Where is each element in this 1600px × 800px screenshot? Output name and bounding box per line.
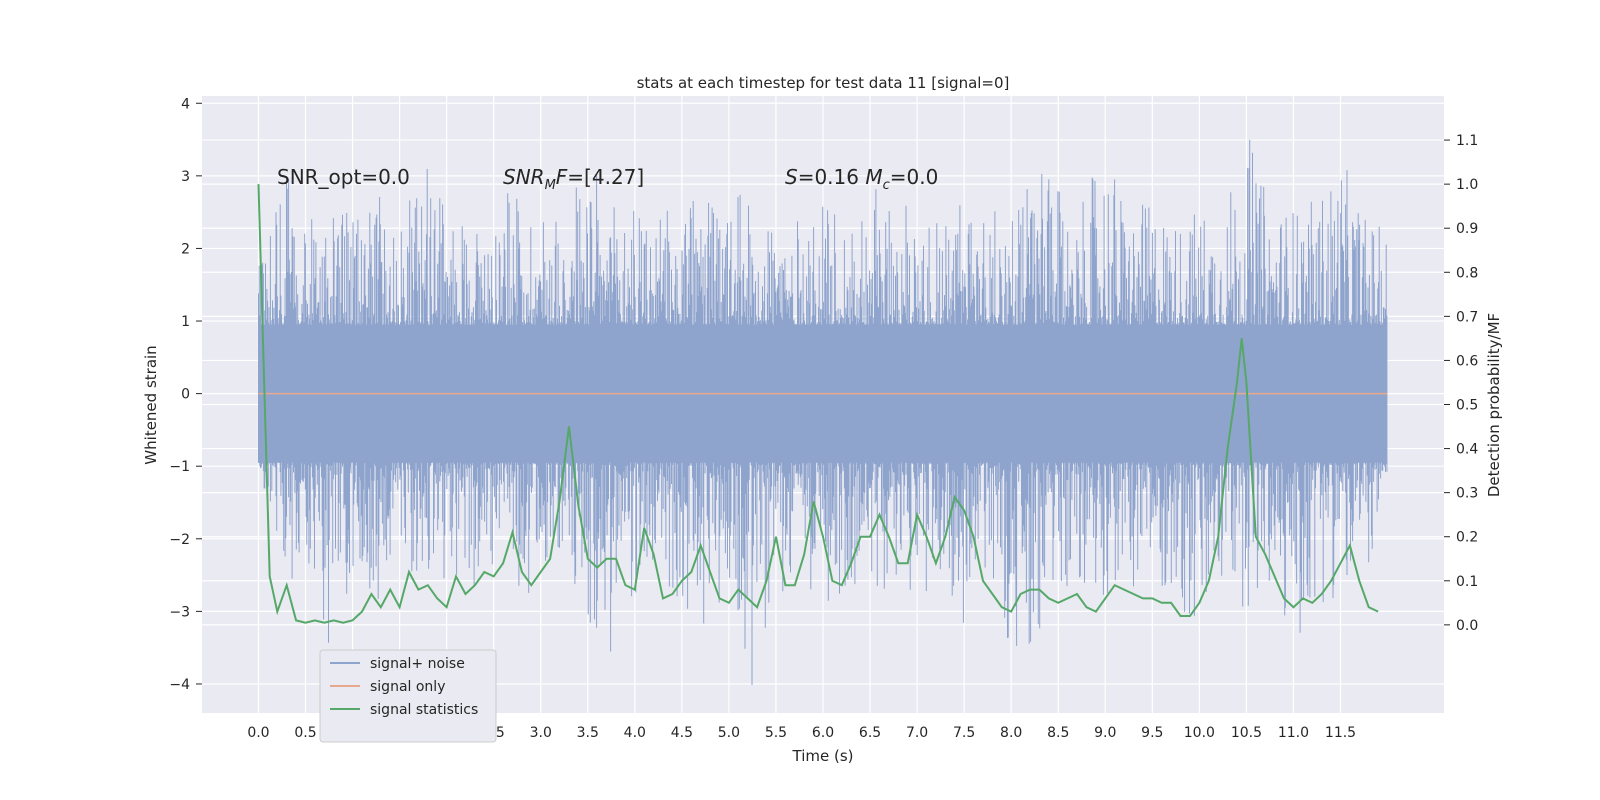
chart-title: stats at each timestep for test data 11 … [637, 74, 1010, 92]
x-tick-label: 6.0 [812, 725, 834, 741]
y-tick-label-right: 0.9 [1456, 221, 1478, 237]
legend-box [319, 649, 497, 743]
x-tick-label: 3.5 [577, 725, 599, 741]
x-tick-label: 4.0 [624, 725, 646, 741]
y-tick-label-right: 0.0 [1456, 618, 1478, 634]
x-tick-label: 5.5 [765, 725, 787, 741]
x-tick-label: 11.5 [1325, 725, 1356, 741]
y-tick-label-left: −3 [169, 604, 190, 620]
y-tick-label-left: 4 [181, 96, 190, 112]
x-tick-label: 9.0 [1094, 725, 1116, 741]
signal-statistics-line [257, 184, 1379, 624]
y-tick-label-left: 1 [181, 314, 190, 330]
x-tick-label: 3.0 [530, 725, 552, 741]
x-tick-label: 7.5 [953, 725, 975, 741]
y-tick-label-left: −4 [169, 677, 190, 693]
annotation-snr-mf: SNRMF=[4.27] [503, 165, 644, 193]
x-tick-label: 11.0 [1278, 725, 1309, 741]
y-tick-label-left: 3 [181, 169, 190, 185]
x-tick-label: 5.0 [718, 725, 740, 741]
y-tick-label-right: 0.8 [1456, 265, 1478, 281]
x-tick-label: 10.5 [1231, 725, 1262, 741]
y-axis-label-left: Whitened strain [142, 345, 160, 464]
y-tick-label-right: 1.1 [1456, 133, 1478, 149]
y-tick-label-left: 0 [181, 387, 190, 403]
legend-label-signal-noise: signal+ noise [370, 656, 465, 672]
y-tick-label-right: 0.5 [1456, 398, 1478, 414]
y-tick-label-left: −2 [169, 532, 190, 548]
series-signal-statistics [257, 184, 1379, 624]
x-tick-label: 9.5 [1141, 725, 1163, 741]
x-tick-label: 0.0 [247, 725, 269, 741]
legend-label-signal-statistics: signal statistics [370, 702, 478, 718]
x-tick-label: 10.0 [1184, 725, 1215, 741]
y-tick-label-right: 0.2 [1456, 530, 1478, 546]
x-tick-label: 4.5 [671, 725, 693, 741]
y-tick-label-right: 0.4 [1456, 442, 1478, 458]
x-tick-label: 8.5 [1047, 725, 1069, 741]
x-tick-label: 7.0 [906, 725, 928, 741]
y-tick-label-right: 0.7 [1456, 309, 1478, 325]
y-tick-label-right: 0.6 [1456, 353, 1478, 369]
annotation-snr-opt: SNR_opt=0.0 [277, 165, 410, 189]
x-tick-label: 6.5 [859, 725, 881, 741]
y-axis-label-right: Detection probability/MF [1485, 313, 1503, 497]
y-tick-label-left: −1 [169, 459, 190, 475]
y-tick-labels-left: 4 3 2 1 0 −1 −2 −3 −4 [169, 96, 202, 693]
x-tick-label: 8.0 [1000, 725, 1022, 741]
x-tick-label: 0.5 [294, 725, 316, 741]
y-tick-label-right: 0.3 [1456, 486, 1478, 502]
series-signal-noise [258, 139, 1388, 685]
y-tick-label-right: 0.1 [1456, 574, 1478, 590]
y-tick-label-right: 1.0 [1456, 177, 1478, 193]
signal-noise-trace [258, 139, 1388, 685]
y-tick-labels-right: 1.1 1.0 0.9 0.8 0.7 0.6 0.5 0.4 0.3 0.2 0.1 0.0 [1444, 133, 1478, 634]
x-axis-label: Time (s) [792, 747, 854, 765]
legend: signal+ noise signal only signal statist… [319, 649, 497, 743]
y-tick-label-left: 2 [181, 241, 190, 257]
legend-label-signal-only: signal only [370, 679, 445, 695]
annotation-s-mc: S=0.16 Mc=0.0 [785, 165, 938, 193]
